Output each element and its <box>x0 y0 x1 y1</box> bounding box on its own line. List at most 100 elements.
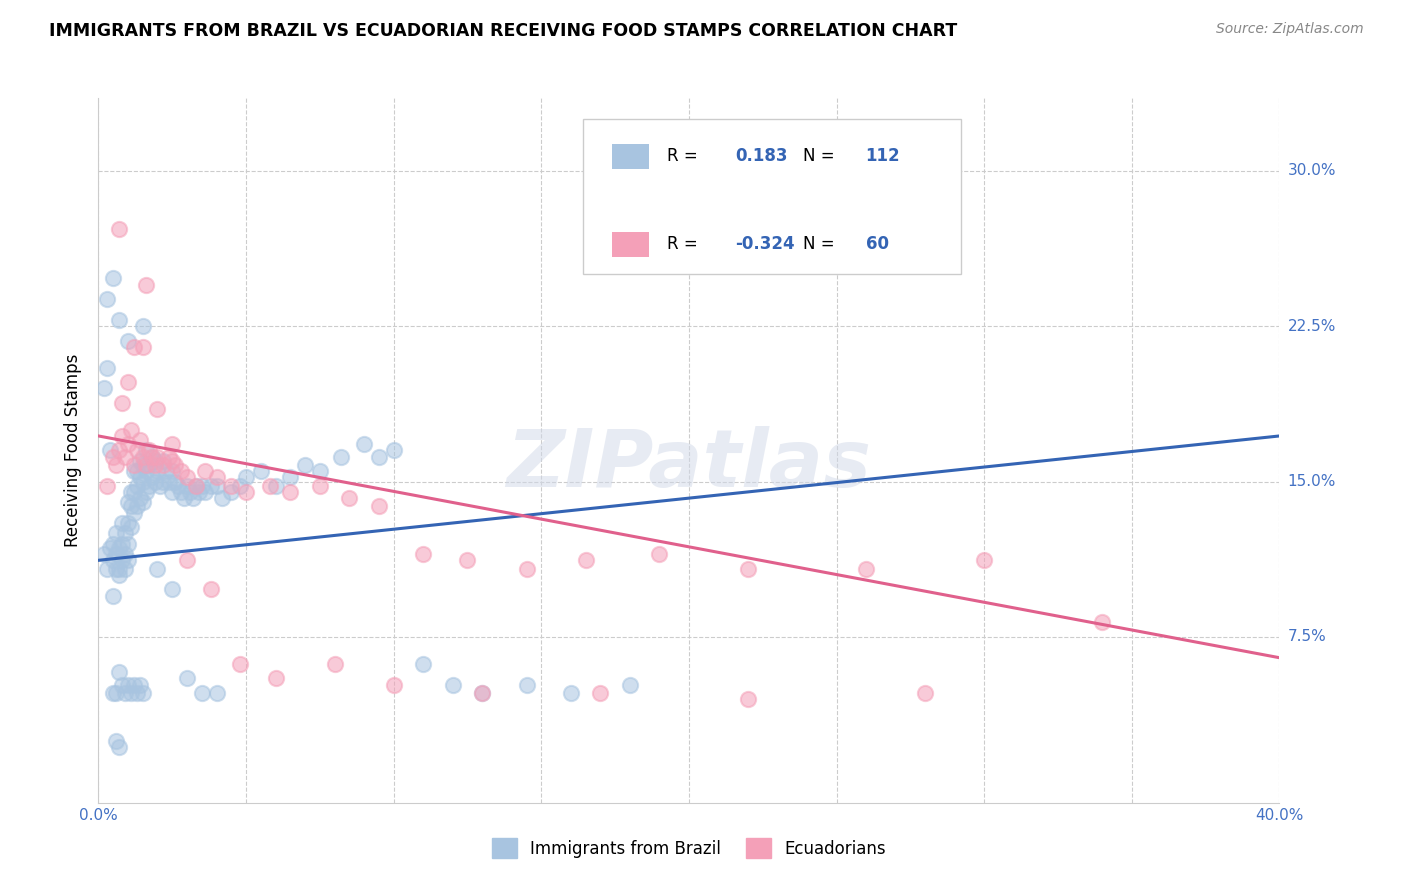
Point <box>149 479 172 493</box>
Point <box>132 458 155 472</box>
Point <box>105 526 128 541</box>
Text: 7.5%: 7.5% <box>1288 630 1326 645</box>
Point <box>737 561 759 575</box>
Point <box>191 686 214 700</box>
Point <box>120 520 142 534</box>
Point <box>114 561 136 575</box>
Point <box>162 454 183 468</box>
Point <box>98 541 121 555</box>
Point <box>122 506 145 520</box>
Point <box>120 423 142 437</box>
Point <box>280 484 302 499</box>
Text: 112: 112 <box>866 147 900 165</box>
Point <box>141 470 163 484</box>
Point <box>114 547 136 561</box>
Point <box>167 479 190 493</box>
Point <box>105 458 128 472</box>
Point <box>138 443 160 458</box>
Point <box>120 686 142 700</box>
Point <box>122 464 145 478</box>
Point <box>170 484 193 499</box>
Text: 30.0%: 30.0% <box>1288 163 1336 178</box>
Y-axis label: Receiving Food Stamps: Receiving Food Stamps <box>65 354 83 547</box>
Point <box>516 561 538 575</box>
Point <box>114 450 136 464</box>
Point <box>93 381 115 395</box>
Point <box>120 500 142 514</box>
Point <box>122 458 145 472</box>
Point <box>250 464 273 478</box>
Point <box>162 582 183 597</box>
Text: 15.0%: 15.0% <box>1288 474 1336 489</box>
Point <box>235 470 257 484</box>
Point <box>194 464 217 478</box>
Point <box>120 484 142 499</box>
Point <box>200 582 222 597</box>
Point <box>122 340 145 354</box>
Point <box>309 479 332 493</box>
Point <box>108 665 131 680</box>
Text: ZIPatlas: ZIPatlas <box>506 425 872 504</box>
Point <box>96 561 118 575</box>
Point <box>111 537 134 551</box>
Point <box>125 686 148 700</box>
Point <box>575 553 598 567</box>
Point <box>108 541 131 555</box>
Point <box>103 537 125 551</box>
Point <box>122 678 145 692</box>
Point <box>111 396 134 410</box>
Point <box>103 450 125 464</box>
Point <box>135 484 157 499</box>
Point <box>176 553 198 567</box>
Text: 22.5%: 22.5% <box>1288 318 1336 334</box>
Point <box>105 686 128 700</box>
Point <box>138 479 160 493</box>
Point <box>146 402 169 417</box>
Point <box>368 500 391 514</box>
Point <box>128 491 150 505</box>
Point <box>382 443 405 458</box>
Point <box>173 491 195 505</box>
Point <box>105 733 128 747</box>
Point <box>339 491 361 505</box>
Point <box>412 547 434 561</box>
Point <box>132 340 155 354</box>
Point <box>179 484 201 499</box>
Point <box>259 479 281 493</box>
Point <box>368 450 391 464</box>
Point <box>619 678 641 692</box>
Point <box>128 433 150 447</box>
Text: -0.324: -0.324 <box>735 235 796 253</box>
Point <box>135 277 157 292</box>
Point <box>155 464 177 478</box>
Legend: Immigrants from Brazil, Ecuadorians: Immigrants from Brazil, Ecuadorians <box>485 831 893 865</box>
Point <box>96 292 118 306</box>
Point <box>105 561 128 575</box>
Point <box>471 686 494 700</box>
Point <box>1091 615 1114 630</box>
Point <box>294 458 316 472</box>
Point <box>125 479 148 493</box>
Point <box>93 547 115 561</box>
Point <box>122 484 145 499</box>
Point <box>412 657 434 671</box>
Point <box>471 686 494 700</box>
Point <box>128 470 150 484</box>
Point <box>441 678 464 692</box>
Point <box>184 479 207 493</box>
Point <box>221 479 243 493</box>
Point <box>138 458 160 472</box>
Point <box>125 500 148 514</box>
Point <box>152 454 174 468</box>
Point <box>135 443 157 458</box>
Point <box>170 464 193 478</box>
Point <box>132 450 155 464</box>
Point <box>221 484 243 499</box>
Point <box>205 479 228 493</box>
Point <box>329 450 352 464</box>
Point <box>309 464 332 478</box>
Point <box>117 334 139 348</box>
Point <box>229 479 252 493</box>
Point <box>516 678 538 692</box>
Point <box>108 739 131 754</box>
